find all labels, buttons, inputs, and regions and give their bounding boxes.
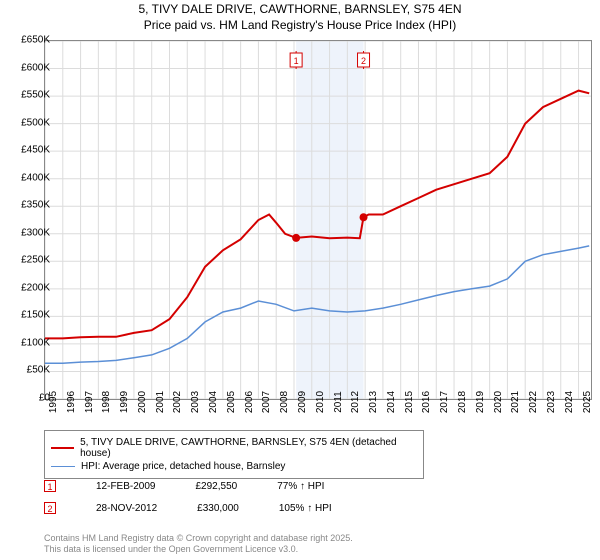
x-tick-label: 2015 [404, 391, 415, 413]
chart-container: 5, TIVY DALE DRIVE, CAWTHORNE, BARNSLEY,… [0, 0, 600, 560]
x-tick-label: 2012 [350, 391, 361, 413]
sale-row-2: 2 28-NOV-2012 £330,000 105% ↑ HPI [44, 502, 332, 514]
sale-price-2: £330,000 [197, 503, 239, 514]
y-tick-label: £600K [10, 62, 50, 73]
y-tick-label: £150K [10, 310, 50, 321]
legend-row-hpi: HPI: Average price, detached house, Barn… [51, 461, 417, 472]
x-tick-label: 2005 [226, 391, 237, 413]
x-tick-label: 2020 [493, 391, 504, 413]
y-tick-label: £450K [10, 145, 50, 156]
y-tick-label: £500K [10, 117, 50, 128]
sale-marker-1: 1 [44, 480, 56, 492]
chart-svg: 12 [45, 41, 591, 399]
x-tick-label: 2007 [261, 391, 272, 413]
x-tick-label: 2021 [510, 391, 521, 413]
x-tick-label: 2010 [315, 391, 326, 413]
x-tick-label: 2016 [421, 391, 432, 413]
y-tick-label: £100K [10, 337, 50, 348]
y-tick-label: £550K [10, 90, 50, 101]
x-tick-label: 2017 [439, 391, 450, 413]
y-tick-label: £0 [10, 393, 50, 404]
sale-row-1: 1 12-FEB-2009 £292,550 77% ↑ HPI [44, 480, 324, 492]
x-tick-label: 2022 [528, 391, 539, 413]
legend-label-property: 5, TIVY DALE DRIVE, CAWTHORNE, BARNSLEY,… [80, 437, 417, 459]
x-tick-label: 2002 [172, 391, 183, 413]
sale-date-2: 28-NOV-2012 [96, 503, 157, 514]
svg-text:2: 2 [361, 56, 366, 66]
x-tick-label: 1998 [101, 391, 112, 413]
x-tick-label: 1996 [66, 391, 77, 413]
y-tick-label: £50K [10, 365, 50, 376]
x-tick-label: 1995 [48, 391, 59, 413]
footer: Contains HM Land Registry data © Crown c… [44, 533, 353, 556]
y-tick-label: £650K [10, 35, 50, 46]
x-tick-label: 1999 [119, 391, 130, 413]
sale-vshpi-1: 77% ↑ HPI [277, 481, 324, 492]
y-tick-label: £400K [10, 172, 50, 183]
footer-line2: This data is licensed under the Open Gov… [44, 544, 353, 556]
legend-swatch-property [51, 447, 74, 449]
x-tick-label: 2024 [564, 391, 575, 413]
legend-label-hpi: HPI: Average price, detached house, Barn… [81, 461, 285, 472]
x-tick-label: 2006 [244, 391, 255, 413]
legend-row-property: 5, TIVY DALE DRIVE, CAWTHORNE, BARNSLEY,… [51, 437, 417, 459]
legend: 5, TIVY DALE DRIVE, CAWTHORNE, BARNSLEY,… [44, 430, 424, 479]
x-tick-label: 2014 [386, 391, 397, 413]
x-tick-label: 2025 [582, 391, 593, 413]
x-tick-label: 2023 [546, 391, 557, 413]
title-line2: Price paid vs. HM Land Registry's House … [0, 18, 600, 34]
svg-text:1: 1 [294, 56, 299, 66]
x-tick-label: 2000 [137, 391, 148, 413]
title-line1: 5, TIVY DALE DRIVE, CAWTHORNE, BARNSLEY,… [0, 2, 600, 18]
sale-marker-2: 2 [44, 502, 56, 514]
y-tick-label: £250K [10, 255, 50, 266]
chart-title: 5, TIVY DALE DRIVE, CAWTHORNE, BARNSLEY,… [0, 0, 600, 33]
x-tick-label: 1997 [84, 391, 95, 413]
x-tick-label: 2011 [333, 391, 344, 413]
legend-swatch-hpi [51, 466, 75, 467]
x-tick-label: 2019 [475, 391, 486, 413]
x-tick-label: 2013 [368, 391, 379, 413]
footer-line1: Contains HM Land Registry data © Crown c… [44, 533, 353, 545]
x-tick-label: 2003 [190, 391, 201, 413]
sale-vshpi-2: 105% ↑ HPI [279, 503, 332, 514]
x-tick-label: 2009 [297, 391, 308, 413]
sale-price-1: £292,550 [195, 481, 237, 492]
x-tick-label: 2004 [208, 391, 219, 413]
x-tick-label: 2008 [279, 391, 290, 413]
plot-area: 12 [44, 40, 592, 400]
y-tick-label: £200K [10, 282, 50, 293]
x-tick-label: 2018 [457, 391, 468, 413]
x-tick-label: 2001 [155, 391, 166, 413]
y-tick-label: £350K [10, 200, 50, 211]
sale-date-1: 12-FEB-2009 [96, 481, 155, 492]
y-tick-label: £300K [10, 227, 50, 238]
